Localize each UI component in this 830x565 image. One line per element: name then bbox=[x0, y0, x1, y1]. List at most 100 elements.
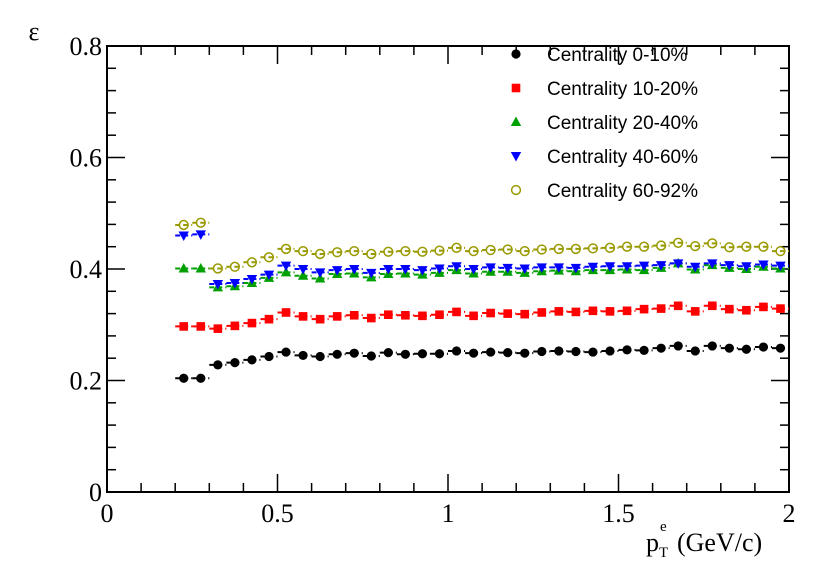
data-point bbox=[281, 347, 291, 357]
data-point bbox=[298, 350, 308, 361]
data-point bbox=[588, 306, 598, 316]
data-point bbox=[196, 373, 206, 383]
data-point bbox=[297, 265, 309, 275]
y-axis-title: ε bbox=[29, 17, 40, 46]
data-point bbox=[331, 266, 343, 276]
data-point bbox=[537, 346, 547, 357]
data-point bbox=[502, 263, 513, 274]
y-tick-label: 0.4 bbox=[70, 255, 103, 284]
data-point bbox=[213, 324, 223, 333]
data-point bbox=[229, 261, 241, 272]
data-point bbox=[742, 305, 751, 315]
series-5 bbox=[175, 217, 789, 274]
data-point bbox=[247, 318, 257, 328]
data-point bbox=[570, 243, 582, 255]
data-point bbox=[775, 343, 786, 353]
data-point bbox=[315, 314, 325, 324]
data-point bbox=[775, 246, 786, 257]
series-4 bbox=[175, 230, 789, 290]
data-point bbox=[554, 346, 564, 356]
data-point bbox=[212, 263, 223, 274]
data-point bbox=[349, 246, 360, 257]
data-point bbox=[622, 306, 632, 316]
data-point bbox=[485, 244, 496, 256]
y-tick-label: 0.6 bbox=[70, 144, 103, 173]
legend-label: Centrality 60-92% bbox=[547, 181, 698, 202]
data-point bbox=[349, 265, 360, 275]
data-point bbox=[655, 261, 667, 271]
data-point bbox=[673, 301, 683, 311]
data-point bbox=[604, 242, 616, 253]
data-point bbox=[213, 360, 223, 370]
data-point bbox=[639, 345, 649, 355]
data-point bbox=[434, 264, 445, 274]
data-point bbox=[246, 257, 258, 268]
tick-labels: 0 0.5 1 1.5 2 0 0.2 0.4 0.6 0.8 bbox=[70, 32, 796, 528]
series-2 bbox=[175, 301, 789, 333]
data-point bbox=[656, 343, 666, 353]
data-point bbox=[230, 358, 240, 368]
y-tick-label: 0 bbox=[89, 478, 102, 507]
data-point bbox=[605, 307, 615, 316]
legend-marker bbox=[510, 116, 522, 126]
data-point bbox=[672, 259, 684, 269]
data-point bbox=[638, 261, 650, 272]
legend-label: Centrality 0-10% bbox=[547, 45, 688, 66]
data-point bbox=[349, 348, 359, 358]
data-point bbox=[656, 304, 666, 313]
data-point bbox=[229, 278, 241, 289]
data-point bbox=[400, 265, 411, 275]
x-tick-label: 2 bbox=[783, 499, 796, 528]
data-point bbox=[314, 268, 326, 278]
data-point bbox=[452, 307, 461, 317]
legend-label: Centrality 40-60% bbox=[547, 147, 698, 168]
data-point bbox=[503, 348, 513, 358]
data-point bbox=[690, 346, 700, 356]
data-point bbox=[383, 348, 393, 358]
data-point bbox=[776, 304, 785, 313]
data-point bbox=[297, 246, 309, 257]
data-point bbox=[434, 245, 445, 256]
legend-marker bbox=[511, 49, 521, 59]
data-point bbox=[724, 242, 735, 253]
data-point bbox=[741, 262, 752, 272]
data-point bbox=[417, 246, 428, 257]
x-tick-label: 1.5 bbox=[602, 499, 635, 528]
data-point bbox=[263, 270, 275, 281]
data-point bbox=[468, 265, 479, 275]
legend-label: Centrality 10-20% bbox=[547, 79, 698, 100]
data-point bbox=[401, 310, 410, 320]
data-point bbox=[519, 264, 530, 274]
x-axis-title-main: p bbox=[646, 528, 659, 557]
data-point bbox=[758, 342, 769, 352]
data-point bbox=[587, 243, 599, 254]
data-point bbox=[605, 346, 615, 356]
data-point bbox=[758, 260, 769, 271]
data-point bbox=[690, 307, 700, 316]
data-point bbox=[536, 244, 547, 255]
data-point bbox=[264, 314, 274, 324]
legend-marker bbox=[510, 184, 522, 196]
data-point bbox=[638, 241, 650, 252]
data-point bbox=[553, 243, 564, 255]
data-point bbox=[435, 310, 444, 320]
data-point bbox=[264, 351, 274, 362]
data-point bbox=[451, 242, 462, 253]
x-axis-title: p e T (GeV/c) bbox=[646, 519, 762, 561]
data-point bbox=[212, 280, 224, 290]
data-point bbox=[247, 355, 257, 365]
data-point bbox=[314, 248, 326, 260]
data-point bbox=[195, 262, 206, 273]
data-point bbox=[366, 248, 377, 260]
x-tick-label: 0.5 bbox=[261, 499, 294, 528]
data-point bbox=[502, 244, 513, 255]
data-point bbox=[383, 246, 394, 257]
x-tick-label: 0 bbox=[101, 499, 114, 528]
data-point bbox=[298, 312, 308, 321]
legend-entry: Centrality 40-60% bbox=[510, 147, 698, 168]
series-1 bbox=[175, 341, 789, 383]
data-point bbox=[195, 230, 206, 240]
data-point bbox=[486, 308, 495, 318]
legend-label: Centrality 20-40% bbox=[547, 113, 698, 134]
